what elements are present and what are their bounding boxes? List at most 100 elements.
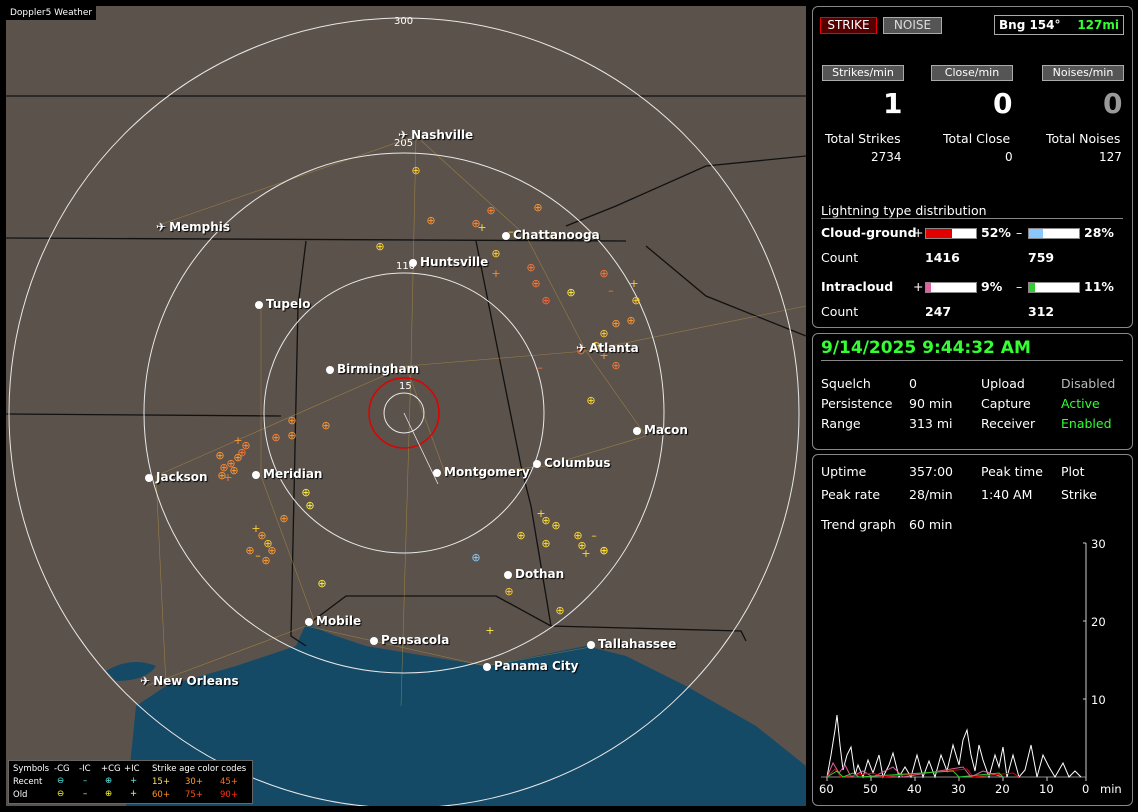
strike-marker-icon: ⊕ [566,286,575,299]
strike-marker-icon: ⊕ [573,529,582,542]
plot-type[interactable]: Strike [1061,487,1097,502]
peak-rate-value: 28/min [909,487,953,502]
strike-marker-icon: ⊕ [217,469,226,482]
roads [145,135,806,707]
strike-marker-icon: ⊕ [241,439,250,452]
city-dot-icon [433,468,441,477]
strike-marker-icon: ⊕ [504,585,513,598]
noise-button[interactable]: NOISE [883,17,942,34]
datetime: 9/14/2025 9:44:32 AM [821,338,1031,358]
strike-marker-icon: ⊕ [287,414,296,427]
strike-marker-icon: + [223,471,232,484]
strike-marker-icon: ⊕ [257,529,266,542]
strike-marker-icon: ⊕ [245,544,254,557]
cg-negative-count: 759 [1028,250,1055,265]
strike-marker-icon: + [251,522,260,535]
city-label-panama-city: Panama City [483,659,578,673]
strike-marker-icon: – [508,225,514,238]
strike-marker-icon: + [599,349,608,362]
city-label-huntsville: Huntsville [409,255,488,269]
city-label-birmingham: Birmingham [326,362,419,376]
city-dot-icon [502,231,510,240]
city-dot-icon [145,473,153,482]
city-dot-icon [252,470,260,479]
ic-positive-bar [925,282,977,293]
ic-positive-count: 247 [925,304,952,319]
lightning-map[interactable]: ⊕ ⊕ ⊕ + ⊕ – ⊕ ⊕ ⊕ ⊕ + ⊕ ⊕ ⊕ ⊕ ⊕ – + ⊕ ⊕ ⊕ ⊕ ⊕ ⊕ + ⊕ ⊕ – ⊕ ⊕ ⊕ + ⊕ ⊕ ⊕ ⊕ ⊕ ⊕ + ⊕… [6,6,806,806]
y-tick-20: 20 [1091,615,1106,629]
city-label-macon: Macon [633,423,688,437]
city-dot-icon [533,459,541,468]
strikes-per-min-label[interactable]: Strikes/min [822,65,904,81]
y-tick-30: 30 [1091,537,1106,551]
strike-marker-icon: – [591,529,597,542]
airport-icon: ✈ [576,341,587,355]
strike-marker-icon: ⊕ [226,457,235,470]
city-label-memphis: ✈ Memphis [156,220,231,234]
total-noises-value: 127 [1099,150,1122,164]
city-dot-icon [587,640,595,649]
strike-marker-icon: ⊕ [271,431,280,444]
city-label-jackson: Jackson [145,470,208,484]
total-close-label: Total Close [943,131,1011,146]
strike-marker-icon: + [581,547,590,560]
strike-marker-icon: + [629,277,638,290]
bearing-line [403,412,439,485]
city-dot-icon [326,365,334,374]
strike-marker-icon: ⊕ [279,512,288,525]
ring-label-205: 205 [394,138,414,149]
strike-marker-icon: ⊕ [516,529,525,542]
city-dot-icon [305,617,313,626]
strike-button[interactable]: STRIKE [820,17,877,34]
strikes-per-min-value: 1 [883,87,903,120]
total-noises-label: Total Noises [1046,131,1121,146]
city-label-dothan: Dothan [504,567,564,581]
peak-time-value: 1:40 AM [981,487,1033,502]
map-graphics: ⊕⊕ ⊕+⊕–⊕⊕⊕⊕+ ⊕⊕⊕⊕⊕–+⊕⊕⊕⊕⊕⊕ +⊕⊕–⊕⊕⊕+⊕⊕⊕⊕⊕⊕+⊕… [6,17,806,806]
strike-marker-icon: ⊕ [219,461,228,474]
y-tick-10: 10 [1091,693,1106,707]
city-label-tupelo: Tupelo [255,297,311,311]
city-dot-icon [255,300,263,309]
strike-marker-icon: + [477,221,486,234]
city-label-montgomery: Montgomery [433,465,530,479]
city-dot-icon [504,570,512,579]
strike-marker-icon: ⊕ [321,419,330,432]
capture-status: Active [1061,396,1100,411]
strike-marker-icon: ⊕ [549,229,558,242]
range-rings [8,17,800,806]
city-label-chattanooga: Chattanooga [502,228,600,242]
strike-marker-icon: ⊕ [541,537,550,550]
total-strikes-label: Total Strikes [825,131,901,146]
trend-window-value: 60 min [909,517,953,532]
close-per-min-label[interactable]: Close/min [931,65,1013,81]
strike-marker-icon: – [537,361,543,374]
airport-icon: ✈ [140,674,151,688]
city-dot-icon [633,426,641,435]
bearing-value: Bng 154° [999,18,1061,32]
cg-negative-bar [1028,228,1080,239]
total-close-value: 0 [1005,150,1013,164]
city-label-tallahassee: Tallahassee [587,637,676,651]
strike-marker-icon: + [485,624,494,637]
state-borders [6,95,806,647]
symbol-legend: Symbols -CG -IC +CG +IC Strike age color… [8,760,253,804]
range-value: 313 mi [909,416,953,431]
x-tick-60: 60 [819,782,834,796]
strike-marker-icon: ⊕ [541,514,550,527]
strike-marker-icon: ⊕ [486,204,495,217]
legend-neg-cg-old-icon: ⊖ [57,789,65,799]
strike-marker-icon: ⊕ [471,551,480,564]
legend-pos-cg-old-icon: ⊕ [105,789,113,799]
strike-marker-icon: + [491,267,500,280]
cg-negative-pct: 28% [1084,225,1114,240]
strike-marker-icon: ⊕ [491,247,500,260]
x-tick-0: 0 [1082,782,1090,796]
strike-marker-icon: ⊕ [375,240,384,253]
distance-value: 127mi [1077,18,1119,32]
strike-marker-icon: ⊕ [551,519,560,532]
noises-per-min-label[interactable]: Noises/min [1042,65,1124,81]
legend-pos-ic-old-icon: + [130,789,138,799]
city-dot-icon [483,662,491,671]
ic-negative-bar [1028,282,1080,293]
